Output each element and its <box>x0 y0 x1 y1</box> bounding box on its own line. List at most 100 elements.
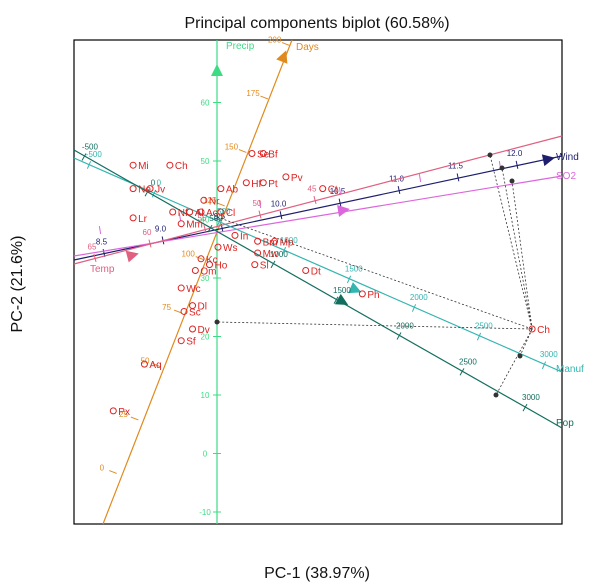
axis-tick-so2 <box>258 199 262 209</box>
chart-title: Principal components biplot (60.58%) <box>184 15 449 32</box>
axis-tick-label-pop: 3000 <box>522 393 540 402</box>
axis-line-pop <box>73 149 563 429</box>
axis-tick-label-days: 25 <box>119 410 128 419</box>
observation-point <box>528 325 536 333</box>
observation-point <box>177 220 185 228</box>
axis-tick-label-pop: 2500 <box>459 357 477 366</box>
observation-label: Ws <box>223 243 237 254</box>
axis-tick-pop <box>333 296 339 304</box>
axis-tick-manuf <box>86 161 92 169</box>
axis-tick-manuf <box>346 275 352 284</box>
observation-label: Wc <box>186 284 200 295</box>
axis-name-temp: Temp <box>90 264 115 275</box>
axis-tick-days <box>217 202 225 207</box>
axis-tick-pop <box>81 153 87 161</box>
axis-tick-label-wind: 10.0 <box>271 199 287 208</box>
observation-point <box>259 179 267 187</box>
axis-tick-label-wind: 9.5 <box>214 212 226 221</box>
observation-point <box>166 161 174 169</box>
axis-tick-label-precip: -10 <box>199 508 211 517</box>
observation-label: Bm <box>263 237 278 248</box>
axis-tick-label-precip: 0 <box>203 450 208 459</box>
axis-line-days <box>102 39 293 525</box>
axis-tick-label-pop: -500 <box>82 143 99 152</box>
observation-label: Nr <box>209 196 220 207</box>
axis-tick-pop <box>522 403 528 412</box>
observation-point <box>217 185 225 193</box>
axis-marker-precip <box>211 64 223 76</box>
observation-point <box>251 261 259 269</box>
axis-tick-label-days: 175 <box>246 89 260 98</box>
observation-label: Kc <box>206 255 218 266</box>
axis-tick-label-manuf: -500 <box>86 150 103 159</box>
projection-line <box>511 180 533 330</box>
observation-point <box>180 307 188 315</box>
axis-marker-temp <box>125 250 139 263</box>
observation-label: In <box>240 231 248 242</box>
observation-label: Mw <box>263 249 279 260</box>
observation-point <box>109 407 117 415</box>
axis-tick-temp <box>258 210 262 219</box>
observation-point <box>189 302 197 310</box>
observation-label: Sl <box>260 261 269 272</box>
variable-axes: -10 0 10 20 30 40 50 60 Precip 0 25 50 75 100 125 150 17… <box>73 36 584 525</box>
axis-tick-pop <box>144 189 150 197</box>
axis-marker-wind <box>541 154 555 167</box>
axis-tick-temp <box>313 196 317 204</box>
axis-tick-so2 <box>98 225 102 235</box>
projection-dot <box>214 319 220 325</box>
axis-tick-label-temp: 45 <box>308 184 317 193</box>
observation-point <box>358 290 366 298</box>
axis-tick-pop <box>270 260 276 269</box>
axis-tick-temp <box>93 254 97 262</box>
axis-precip: -10 0 10 20 30 40 50 60 Precip <box>199 40 255 524</box>
projection-line <box>519 328 533 357</box>
projection-dot <box>493 392 499 398</box>
axis-tick-label-manuf: 1000 <box>280 236 298 245</box>
observation-point <box>231 231 239 239</box>
observation-label: Nf <box>178 208 188 219</box>
axis-tick-label-precip: 30 <box>201 274 210 283</box>
axis-tick-label-manuf: 2000 <box>410 293 428 302</box>
observation-label: Sf <box>186 337 196 348</box>
observation-point <box>177 337 185 345</box>
projection-dot <box>517 353 523 359</box>
axis-line-manuf <box>73 157 563 373</box>
observation-label: Px <box>118 407 130 418</box>
axis-tick-label-temp: 65 <box>88 242 97 251</box>
observation-point <box>242 179 250 187</box>
observation-label: No <box>138 185 151 196</box>
projection-dot <box>509 178 515 184</box>
axis-tick-manuf <box>151 189 157 198</box>
axis-tick-manuf <box>216 218 222 227</box>
observation-label: Dt <box>311 267 321 278</box>
axis-tick-label-precip: 50 <box>201 157 210 166</box>
axis-tick-days <box>130 416 139 421</box>
axis-tick-label-temp: 50 <box>253 199 262 208</box>
observation-point <box>248 150 256 157</box>
observation-point <box>186 208 194 216</box>
observation-label: Om <box>200 267 216 278</box>
axis-tick-days <box>109 470 117 474</box>
projection-line <box>495 328 533 396</box>
observation-point <box>129 214 137 222</box>
projection-line <box>489 154 533 330</box>
observation-point <box>282 173 290 181</box>
axis-tick-label-days: 125 <box>203 196 217 205</box>
observation-point <box>177 284 185 292</box>
axis-tick-label-days: 200 <box>268 36 282 45</box>
observation-point <box>197 208 205 216</box>
axis-tick-pop <box>459 368 465 376</box>
axis-line-temp <box>73 135 563 265</box>
observation-label: Mp <box>280 237 294 248</box>
observation-label: Ho <box>215 261 228 272</box>
projection-dot <box>499 165 505 171</box>
projection-line <box>501 167 533 330</box>
axis-tick-days <box>260 95 269 100</box>
observation-point <box>206 261 214 269</box>
axis-temp: 45 50 55 60 65 Temp <box>73 135 563 275</box>
observation-point <box>254 237 262 245</box>
axis-name-wind: Wind <box>556 152 579 163</box>
